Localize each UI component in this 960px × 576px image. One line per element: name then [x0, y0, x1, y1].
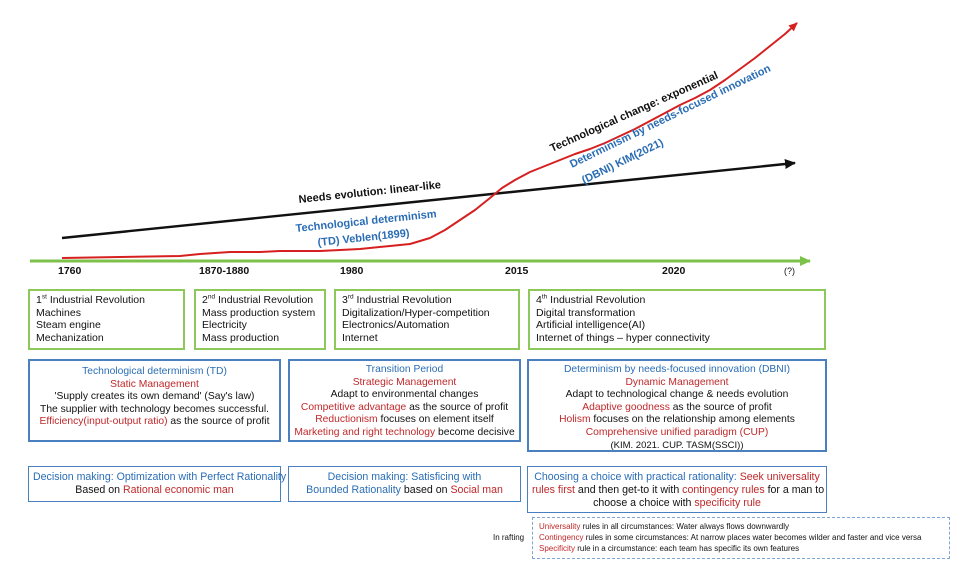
decision-text: Based on Rational economic man [75, 484, 234, 496]
revolution-item: Electricity [202, 319, 247, 331]
paradigm-title: Determinism by needs-focused innovation … [563, 364, 791, 375]
needs-evolution-line [61, 159, 796, 240]
revolution-title: 4th Industrial Revolution [536, 293, 646, 306]
tech-change-label: Technological change: exponential [548, 70, 720, 155]
revolution-title: 2nd Industrial Revolution [202, 293, 314, 306]
year-label-unknown: (?) [784, 266, 795, 276]
revolution-box-4: 4th Industrial Revolution Digital transf… [528, 289, 826, 350]
revolution-title: 1st Industrial Revolution [36, 293, 145, 306]
year-label-2015: 2015 [505, 265, 529, 277]
paradigm-text: Comprehensive unified paradigm (CUP) [585, 426, 769, 438]
rafting-rule: Universality rules in all circumstances:… [539, 522, 790, 531]
revolution-item: Machines [36, 306, 81, 319]
paradigm-text: Adapt to technological change & needs ev… [565, 389, 789, 401]
decision-text: choose a choice with specificity rule [593, 497, 761, 509]
paradigm-text: Adapt to environmental changes [330, 389, 479, 401]
paradigm-text: Competitive advantage as the source of p… [300, 401, 509, 413]
revolution-box-1: 1st Industrial Revolution Machines Steam… [28, 289, 185, 350]
rafting-rule: Contingency rules in some circumstances:… [539, 533, 922, 542]
rafting-label: In rafting [493, 533, 525, 542]
decision-box-optimization: Decision making: Optimization with Perfe… [28, 466, 287, 502]
decision-text: Bounded Rationality based on Social man [306, 484, 503, 496]
paradigm-text: Adaptive goodness as the source of profi… [582, 401, 772, 413]
paradigm-citation: (KIM. 2021. CUP. TASM(SSCI)) [610, 439, 744, 451]
revolution-item: Internet of things – hyper connectivity [536, 331, 710, 344]
revolution-item: Artificial intelligence(AI) [536, 319, 646, 331]
revolution-item: Internet [342, 331, 378, 344]
paradigm-box-td: Technological determinism (TD) Static Ma… [28, 359, 281, 442]
paradigm-title: Technological determinism (TD) [82, 366, 227, 377]
paradigm-box-transition: Transition Period Strategic Management A… [288, 359, 521, 442]
revolution-title: 3rd Industrial Revolution [342, 293, 452, 306]
revolution-item: Mass production [202, 331, 280, 344]
year-label-1870-1880: 1870-1880 [199, 265, 249, 277]
dbni-curve-label-line1: Determinism by needs-focused innovation [568, 63, 773, 171]
year-label-1980: 1980 [340, 265, 364, 277]
paradigm-title: Transition Period [365, 364, 444, 375]
paradigm-text: Holism focuses on the relationship among… [559, 414, 795, 426]
revolution-item: Digitalization/Hyper-competition [342, 306, 490, 319]
decision-title: Decision making: Satisficing with [327, 471, 482, 483]
revolution-item: Mechanization [36, 331, 104, 344]
decision-text: rules first and then get-to it with cont… [532, 484, 825, 496]
paradigm-text: 'Supply creates its own demand' (Say's l… [54, 391, 255, 403]
paradigm-text: The supplier with technology becomes suc… [40, 403, 269, 415]
management-type: Strategic Management [352, 376, 457, 388]
rafting-rule: Specificity rule in a circumstance: each… [539, 544, 800, 553]
paradigm-text: Reductionism focuses on element itself [315, 414, 494, 426]
year-label-2020: 2020 [662, 265, 686, 277]
revolution-box-2: 2nd Industrial Revolution Mass productio… [194, 289, 326, 350]
revolution-item: Steam engine [36, 319, 101, 331]
management-type: Static Management [110, 378, 199, 390]
decision-title: Decision making: Optimization with Perfe… [33, 471, 287, 483]
revolution-item: Digital transformation [536, 306, 636, 319]
decision-box-satisficing: Decision making: Satisficing with Bounde… [288, 466, 521, 502]
revolution-item: Electronics/Automation [342, 319, 450, 331]
revolution-box-3: 3rd Industrial Revolution Digitalization… [334, 289, 520, 350]
year-label-1760: 1760 [58, 265, 82, 277]
tech-change-curve [61, 22, 798, 259]
paradigm-text: Marketing and right technology become de… [294, 426, 515, 438]
management-type: Dynamic Management [625, 376, 729, 388]
decision-title: Choosing a choice with practical rationa… [534, 471, 820, 483]
revolution-item: Mass production system [202, 306, 316, 319]
paradigm-text: Efficiency(input-output ratio) as the so… [39, 416, 270, 428]
decision-box-practical: Choosing a choice with practical rationa… [527, 466, 827, 513]
rafting-rules-box: Universality rules in all circumstances:… [532, 517, 950, 559]
paradigm-box-dbni: Determinism by needs-focused innovation … [527, 359, 827, 452]
